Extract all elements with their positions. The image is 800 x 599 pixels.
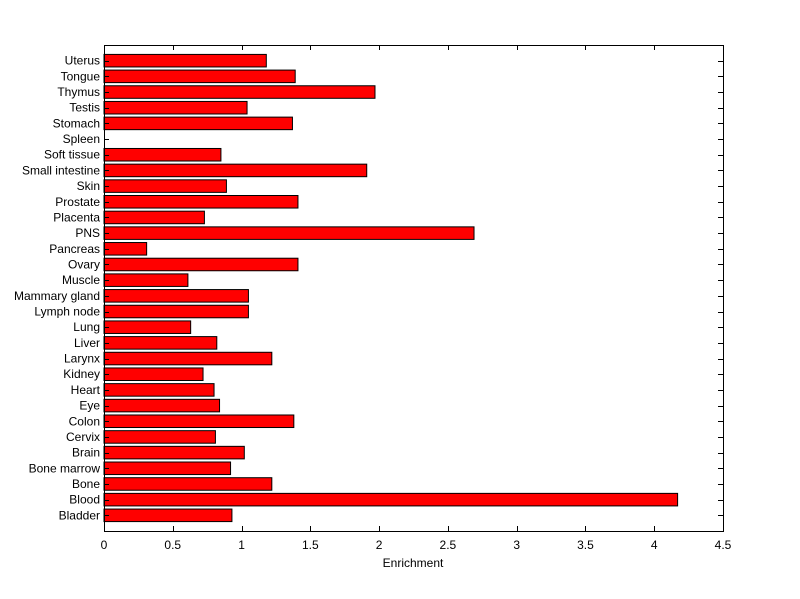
x-tick-label: 1 [238, 538, 245, 552]
y-tick-label: Lymph node [34, 305, 100, 319]
bar [103, 210, 205, 225]
y-tick-label: Stomach [53, 116, 100, 130]
y-tick-label: Bone [72, 477, 100, 491]
y-tick-label: Bone marrow [29, 461, 101, 475]
y-tick-label: Ovary [68, 257, 100, 271]
y-tick-label: Spleen [63, 132, 100, 146]
x-tick-label: 4 [651, 538, 658, 552]
y-tick-label: Thymus [57, 85, 100, 99]
x-tick-label: 0.5 [164, 538, 181, 552]
bar [103, 351, 273, 366]
y-tick-label: Lung [73, 320, 100, 334]
y-tick-label: Pancreas [49, 242, 100, 256]
y-tick-label: Prostate [55, 195, 100, 209]
x-axis-ticks: 0 0.5 1 1.5 2 2.5 3 3.5 4 4.5 [101, 45, 732, 552]
x-tick-label: 4.5 [715, 538, 732, 552]
bar [103, 289, 249, 303]
y-tick-label: Soft tissue [44, 148, 100, 162]
bar [103, 492, 679, 507]
y-tick-label: Muscle [62, 273, 100, 287]
bar [103, 367, 204, 381]
x-tick-label: 1.5 [302, 538, 319, 552]
y-tick-label: Mammary gland [14, 289, 100, 303]
bar [103, 85, 376, 99]
bar [103, 100, 248, 115]
y-tick-label: Cervix [66, 430, 100, 444]
x-axis-title: Enrichment [383, 556, 444, 570]
y-tick-label: Uterus [65, 54, 100, 68]
bar [103, 398, 221, 413]
bar [103, 147, 222, 162]
bar [103, 508, 233, 523]
bar [103, 430, 216, 444]
y-tick-label: Skin [77, 179, 100, 193]
bar [103, 69, 296, 84]
bar [103, 242, 148, 256]
x-tick-label: 0 [101, 538, 108, 552]
plot-frame [104, 45, 724, 532]
bar [103, 414, 295, 429]
bar [103, 116, 293, 131]
y-tick-label: Blood [69, 493, 100, 507]
bar [103, 445, 245, 460]
y-tick-label: Brain [72, 446, 100, 460]
bar [103, 195, 299, 209]
x-tick-label: 3.5 [577, 538, 594, 552]
y-tick-label: Eye [79, 399, 100, 413]
bar [103, 273, 189, 287]
bar [103, 53, 267, 68]
bar [103, 257, 299, 272]
y-tick-label: Kidney [63, 367, 100, 381]
y-tick-label: Small intestine [22, 163, 100, 177]
y-tick-label: PNS [75, 226, 100, 240]
x-tick-label: 3 [513, 538, 520, 552]
y-tick-label: Colon [69, 414, 100, 428]
bar [103, 477, 273, 491]
bar [103, 461, 232, 476]
y-tick-label: Liver [74, 336, 100, 350]
bar [103, 320, 192, 334]
x-tick-label: 2 [376, 538, 383, 552]
bar [103, 163, 368, 178]
y-tick-label: Placenta [53, 210, 100, 224]
y-tick-label: Bladder [59, 508, 100, 522]
y-tick-label: Testis [69, 101, 100, 115]
y-tick-label: Tongue [61, 69, 101, 83]
y-tick-label: Heart [71, 383, 101, 397]
bar [103, 336, 218, 350]
bar [103, 179, 227, 193]
bar [103, 226, 475, 240]
x-tick-label: 2.5 [440, 538, 457, 552]
bar [103, 304, 249, 319]
bar [103, 383, 215, 397]
y-tick-label: Larynx [64, 352, 100, 366]
